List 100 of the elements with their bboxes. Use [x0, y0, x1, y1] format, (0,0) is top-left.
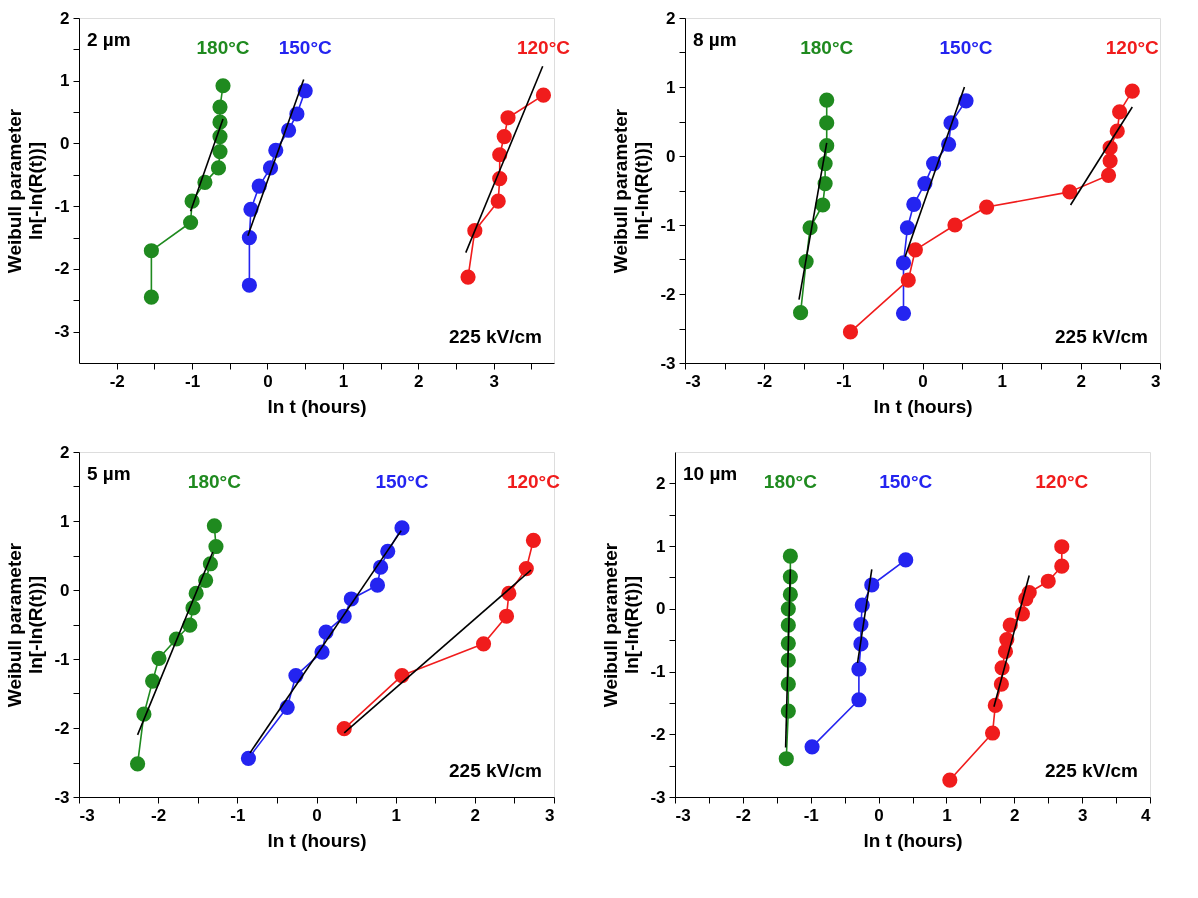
- annotation: 225 kV/cm: [1045, 760, 1138, 781]
- y-tick-label: -1: [54, 196, 70, 216]
- point: [1112, 104, 1128, 120]
- point: [241, 277, 257, 293]
- x-tick-label: 2: [414, 371, 424, 391]
- x-axis-title: ln t (hours): [873, 395, 973, 417]
- x-tick-label: -1: [185, 371, 201, 391]
- point: [851, 661, 867, 677]
- y-tick-label: 2: [666, 8, 676, 28]
- point: [143, 289, 159, 305]
- x-tick-label: -2: [151, 805, 167, 825]
- x-tick-label: -2: [757, 371, 773, 391]
- y-tick-label: -1: [660, 215, 676, 235]
- point: [492, 147, 508, 163]
- text: 120°C: [516, 37, 571, 58]
- y-tick-label: -3: [54, 787, 70, 807]
- text: 150°C: [939, 37, 993, 58]
- x-tick-label: -1: [836, 371, 852, 391]
- x-tick-label: -3: [79, 805, 95, 825]
- y-axis-title: Weibull parameter ln[-ln(R(t))]: [610, 108, 653, 274]
- y-tick-label: -2: [650, 724, 666, 744]
- point: [895, 255, 912, 271]
- y-tick-label: -2: [54, 259, 70, 279]
- y-tick-label: 2: [60, 8, 70, 28]
- x-axis-title: ln t (hours): [863, 829, 963, 851]
- point: [782, 548, 798, 564]
- text: 150°C: [879, 471, 933, 492]
- x-tick-label: -1: [803, 805, 819, 825]
- point: [475, 636, 492, 652]
- y-tick-label: -1: [650, 662, 666, 682]
- x-tick-label: -3: [685, 371, 701, 391]
- y-tick-label: -3: [660, 353, 676, 373]
- annotation: 10 µm: [683, 463, 738, 484]
- point: [942, 772, 958, 788]
- point: [500, 110, 516, 126]
- point: [525, 532, 541, 548]
- point: [369, 577, 386, 593]
- point: [496, 128, 512, 145]
- x-tick-label: 2: [1076, 371, 1087, 391]
- point: [243, 201, 259, 217]
- annotation: 2 µm: [87, 29, 131, 50]
- point: [819, 115, 835, 131]
- text: 180°C: [763, 471, 818, 492]
- point: [898, 552, 914, 568]
- x-tick-label: 1: [391, 805, 401, 825]
- x-tick-label: 0: [918, 371, 928, 391]
- point: [1100, 167, 1117, 183]
- point: [206, 518, 222, 534]
- point: [145, 673, 161, 689]
- point: [793, 305, 809, 321]
- x-tick-label: 2: [1010, 805, 1020, 825]
- y-tick-label: 0: [60, 580, 70, 600]
- point: [394, 520, 410, 536]
- point: [907, 242, 923, 258]
- annotation: 225 kV/cm: [449, 760, 542, 781]
- point: [460, 269, 476, 285]
- x-tick-label: 0: [312, 805, 322, 825]
- y-axis-title: Weibull parameter ln[-ln(R(t))]: [600, 542, 643, 708]
- point: [984, 725, 1001, 741]
- point: [947, 217, 963, 233]
- series-label: 180°C: [196, 37, 250, 58]
- point: [498, 608, 515, 624]
- point: [518, 561, 534, 577]
- point: [842, 324, 859, 340]
- y-tick-label: 1: [656, 536, 666, 556]
- point: [778, 751, 794, 767]
- y-tick-label: 2: [60, 442, 70, 462]
- point: [215, 78, 231, 94]
- point: [212, 99, 228, 115]
- point: [979, 199, 995, 215]
- y-tick-label: 2: [656, 473, 666, 493]
- point: [804, 739, 820, 755]
- point: [210, 160, 227, 176]
- y-tick-label: -2: [660, 284, 676, 304]
- x-tick-label: 3: [1077, 805, 1088, 825]
- point: [1054, 558, 1070, 574]
- x-tick-label: 4: [1141, 805, 1152, 825]
- annotation: 225 kV/cm: [1055, 326, 1148, 347]
- x-tick-label: -2: [109, 371, 125, 391]
- text: 120°C: [506, 471, 561, 492]
- point: [241, 229, 257, 246]
- y-axis-title: Weibull parameter ln[-ln(R(t))]: [4, 542, 47, 708]
- annotation: 5 µm: [87, 463, 131, 484]
- point: [251, 178, 267, 194]
- x-tick-label: 0: [263, 371, 273, 391]
- point: [1062, 184, 1078, 200]
- point: [208, 538, 224, 555]
- point: [900, 272, 916, 288]
- point: [143, 243, 159, 259]
- point: [819, 92, 835, 108]
- series-label: 180°C: [187, 471, 242, 492]
- y-tick-label: 1: [60, 511, 70, 531]
- x-tick-label: 3: [1151, 371, 1161, 391]
- x-tick-label: 1: [338, 371, 349, 391]
- y-tick-label: 1: [666, 77, 676, 97]
- point: [183, 214, 199, 231]
- y-tick-label: -1: [54, 649, 70, 669]
- series-label: 150°C: [278, 37, 332, 58]
- series-label: 150°C: [375, 471, 429, 492]
- y-tick-label: -3: [54, 322, 70, 342]
